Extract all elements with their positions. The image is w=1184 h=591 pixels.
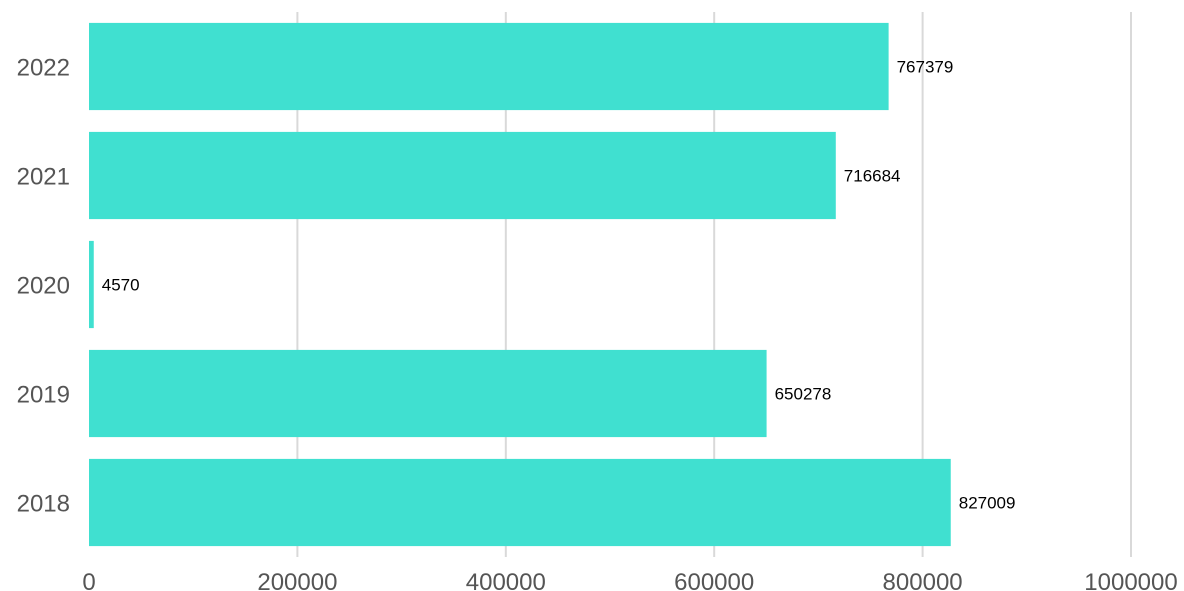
bar	[89, 458, 951, 547]
x-axis-tick-labels: 0 200000 400000 600000 800000 1000000	[82, 569, 1177, 591]
y-tick-label: 2020	[17, 273, 70, 300]
x-tick-label: 400000	[466, 569, 546, 591]
bars	[89, 22, 951, 547]
bar-value-label: 650278	[775, 385, 832, 404]
y-tick-label: 2022	[17, 55, 70, 82]
y-axis-tick-labels: 2022 2021 2020 2019 2018	[17, 55, 70, 518]
bar	[89, 349, 767, 438]
x-tick-label: 1000000	[1084, 569, 1177, 591]
y-tick-label: 2021	[17, 164, 70, 191]
bar-value-label: 827009	[959, 494, 1016, 513]
bar-value-label: 4570	[102, 276, 140, 295]
x-tick-label: 600000	[674, 569, 754, 591]
y-tick-label: 2019	[17, 382, 70, 409]
y-tick-label: 2018	[17, 491, 70, 518]
x-tick-label: 200000	[257, 569, 337, 591]
x-tick-label: 800000	[883, 569, 963, 591]
bar-value-label: 767379	[897, 58, 954, 77]
bar	[89, 240, 94, 329]
x-tick-label: 0	[82, 569, 95, 591]
bar-value-label: 716684	[844, 167, 901, 186]
data-labels: 767379 716684 4570 650278 827009	[102, 58, 1016, 513]
bar	[89, 22, 889, 111]
bar	[89, 131, 836, 220]
